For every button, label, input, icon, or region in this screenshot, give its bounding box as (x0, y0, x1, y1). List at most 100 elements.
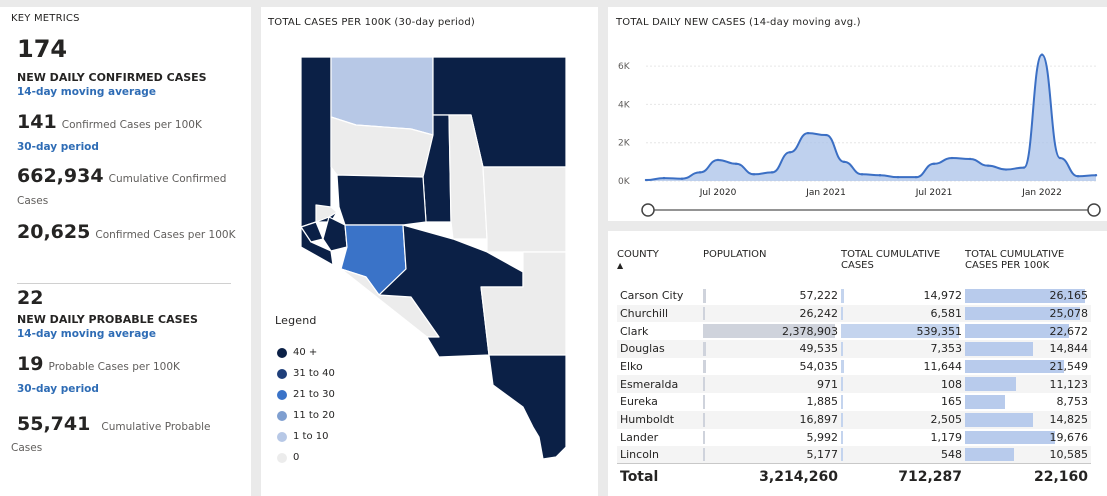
data-point (1004, 168, 1008, 171)
cell-county-value: Lincoln (620, 448, 659, 462)
data-point (770, 171, 774, 174)
cell-county-value: Carson City (620, 289, 684, 303)
data-point (1022, 166, 1026, 169)
cell-cases: 539,351 (841, 322, 965, 340)
cell-population: 5,992 (703, 429, 841, 447)
cell-per100k: 26,165 (965, 287, 1091, 305)
county-churchill[interactable] (336, 174, 427, 226)
cell-population-value: 5,177 (806, 448, 839, 462)
cell-population-value: 2,378,903 (782, 324, 838, 338)
y-tick-label: 4K (618, 100, 631, 110)
cell-cases: 11,644 (841, 358, 965, 376)
header-total-cases[interactable]: TOTAL CUMULATIVE CASES (841, 249, 941, 271)
legend-item: 1 to 10 (277, 431, 328, 442)
probable-per100k-value: 19 (17, 353, 44, 375)
cell-cases-bar (841, 342, 843, 356)
legend-swatch (277, 452, 287, 463)
cell-per100k-value: 11,123 (1049, 377, 1089, 391)
cell-county: Douglas (617, 340, 703, 358)
probable-daily-value: 22 (17, 287, 44, 309)
cell-population: 1,885 (703, 393, 841, 411)
table-row[interactable]: Elko 54,035 11,644 21,549 (617, 358, 1091, 376)
cell-population-value: 57,222 (799, 289, 839, 303)
legend-swatch (277, 410, 287, 421)
county-clark[interactable] (488, 354, 567, 460)
cell-cases-value: 539,351 (916, 324, 963, 338)
cell-cases-value: 108 (941, 377, 962, 391)
cell-population: 57,222 (703, 287, 841, 305)
table-row[interactable]: Carson City 57,222 14,972 26,165 (617, 287, 1091, 305)
data-point (1076, 175, 1080, 178)
key-metrics-panel: KEY METRICS 174 NEW DAILY CONFIRMED CASE… (0, 7, 251, 496)
legend-label: 21 to 30 (293, 389, 335, 400)
data-point (752, 173, 756, 176)
cell-cases-bar (841, 448, 843, 462)
x-tick-label: Jul 2020 (699, 188, 737, 198)
table-row[interactable]: Douglas 49,535 7,353 14,844 (617, 340, 1091, 358)
range-slider-end-handle[interactable] (1087, 203, 1101, 217)
x-tick-label: Jan 2021 (805, 188, 846, 198)
data-point (806, 131, 810, 135)
total-label: Total (617, 463, 703, 490)
cell-per100k: 25,078 (965, 304, 1091, 323)
table-row[interactable]: Esmeralda 971 108 11,123 (617, 375, 1091, 394)
county-storey[interactable] (315, 204, 338, 223)
header-population[interactable]: POPULATION (703, 249, 767, 260)
header-cases-per100k[interactable]: TOTAL CUMULATIVE CASES PER 100K (965, 249, 1065, 271)
cell-per100k-bar (965, 359, 1064, 374)
table-row[interactable]: Eureka 1,885 165 8,753 (617, 393, 1091, 411)
data-point (716, 158, 720, 162)
legend-item: 21 to 30 (277, 389, 335, 400)
legend-item: 31 to 40 (277, 368, 335, 379)
cell-population-value: 26,242 (799, 307, 839, 321)
cell-per100k-value: 19,676 (1049, 430, 1089, 444)
cumulative-per100k-label: Confirmed Cases per 100K (95, 229, 236, 241)
table-row[interactable]: Churchill 26,242 6,581 25,078 (617, 304, 1091, 323)
cell-per100k-value: 8,753 (1056, 395, 1089, 409)
county-lyon[interactable] (322, 216, 348, 252)
cell-cases-bar (841, 430, 843, 445)
cell-county-value: Churchill (620, 307, 669, 321)
data-point (824, 133, 828, 137)
cell-cases-value: 7,353 (930, 342, 963, 356)
header-county[interactable]: COUNTY ▲ (617, 249, 659, 270)
table-row[interactable]: Lander 5,992 1,179 19,676 (617, 429, 1091, 447)
cell-county-value: Lander (620, 430, 659, 444)
cell-cases: 14,972 (841, 287, 965, 305)
legend-label: 0 (293, 452, 300, 463)
county-nye[interactable] (378, 224, 524, 358)
range-slider-start-handle[interactable] (641, 203, 655, 217)
cell-per100k-value: 21,549 (1049, 360, 1089, 374)
cell-population-bar (703, 289, 707, 303)
cell-cases-value: 165 (941, 395, 962, 409)
cell-per100k: 14,844 (965, 340, 1091, 358)
county-whitepine[interactable] (482, 166, 567, 253)
cell-population-value: 1,885 (806, 395, 839, 409)
sort-asc-icon[interactable]: ▲ (617, 261, 624, 270)
data-point (788, 151, 792, 154)
table-row[interactable]: Lincoln 5,177 548 10,585 (617, 446, 1091, 464)
cumulative-confirmed-label: Cumulative Confirmed (108, 173, 227, 185)
cell-cases: 2,505 (841, 410, 965, 429)
cell-cases-bar (841, 306, 843, 321)
nevada-map (300, 56, 567, 460)
cell-population-value: 49,535 (799, 342, 839, 356)
county-douglas[interactable] (300, 226, 334, 266)
cell-cases: 548 (841, 446, 965, 464)
cell-cases-value: 548 (941, 448, 962, 462)
legend-swatch (277, 389, 287, 400)
cell-population: 971 (703, 375, 841, 394)
data-point (680, 177, 684, 180)
table-row[interactable]: Clark 2,378,903 539,351 22,672 (617, 322, 1091, 340)
county-table-panel: COUNTY ▲ POPULATION TOTAL CUMULATIVE CASE… (608, 231, 1107, 496)
table-row[interactable]: Humboldt 16,897 2,505 14,825 (617, 410, 1091, 429)
legend-label: 31 to 40 (293, 368, 335, 379)
legend-swatch (277, 431, 287, 442)
cell-county-value: Eureka (620, 395, 658, 409)
cell-per100k-value: 10,585 (1049, 448, 1089, 462)
data-point (1094, 174, 1098, 177)
cell-cases-bar (841, 289, 845, 303)
data-point (734, 162, 738, 165)
cell-per100k-bar (965, 342, 1034, 356)
cell-per100k-bar (965, 306, 1080, 321)
